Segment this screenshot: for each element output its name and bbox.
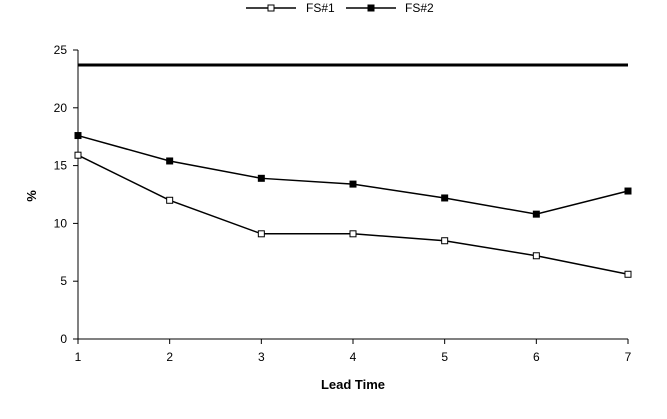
y-tick-label: 20: [54, 101, 68, 115]
x-tick-label: 7: [625, 350, 632, 364]
series-2-point: [532, 210, 540, 218]
legend-swatch-fs2-marker: [367, 4, 375, 12]
x-tick-label: 6: [533, 350, 540, 364]
legend-swatch-fs1-marker: [267, 4, 275, 12]
series-1-point: [624, 270, 632, 278]
series-2-point: [74, 132, 82, 140]
x-tick-label: 1: [75, 350, 82, 364]
legend-label-fs2: FS#2: [405, 1, 434, 15]
series-1-point: [257, 230, 265, 238]
series-2-point: [441, 194, 449, 202]
y-tick-label: 25: [54, 43, 68, 57]
y-tick-label: 10: [54, 216, 68, 230]
axes: 0 5 10 15 20 25 1 2 3 4 5 6 7: [54, 43, 632, 364]
series-1-point: [441, 237, 449, 245]
legend-label-fs1: FS#1: [306, 1, 335, 15]
series-1-point: [74, 151, 82, 159]
y-axis-title: %: [24, 190, 39, 202]
x-tick-label: 3: [258, 350, 265, 364]
series-line-2: [77, 134, 629, 215]
x-tick-label: 5: [441, 350, 448, 364]
plot-area: [74, 63, 632, 278]
series-2-point: [624, 187, 632, 195]
series-2-point: [349, 180, 357, 188]
series-1-point: [349, 230, 357, 238]
series-1-point: [532, 252, 540, 260]
x-axis-title: Lead Time: [321, 377, 385, 392]
y-tick-label: 0: [60, 332, 67, 346]
series-1-point: [166, 196, 174, 204]
x-tick-label: 4: [350, 350, 357, 364]
series-2-point: [166, 157, 174, 165]
series-line-1: [77, 154, 629, 275]
y-tick-label: 5: [60, 274, 67, 288]
y-tick-label: 15: [54, 159, 68, 173]
legend: FS#1 FS#2: [246, 1, 434, 15]
series-2-point: [257, 174, 265, 182]
x-tick-label: 2: [166, 350, 173, 364]
